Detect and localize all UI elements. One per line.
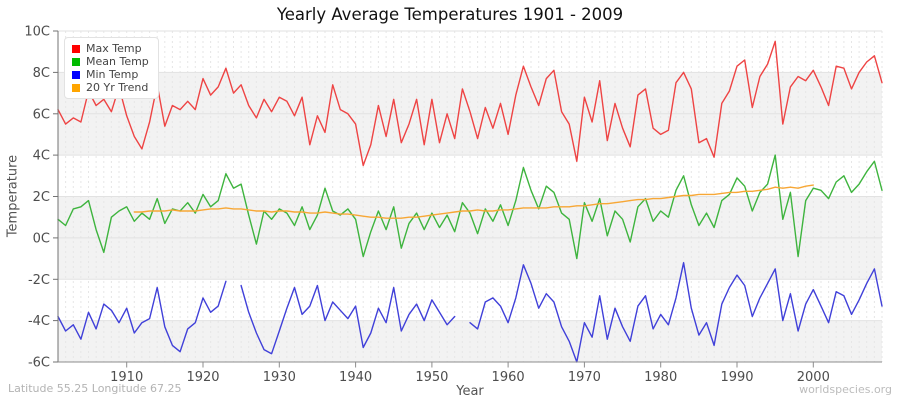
legend-item-mean-temp: Mean Temp	[72, 55, 149, 68]
legend-label-mean-temp: Mean Temp	[86, 55, 149, 68]
coordinates-caption: Latitude 55.25 Longitude 67.25	[8, 382, 182, 395]
series-line-mean-temp	[57, 154, 883, 260]
y-tick-label: -4C	[28, 314, 50, 329]
legend-label-20-yr-trend: 20 Yr Trend	[86, 81, 149, 94]
y-tick-label: 4C	[33, 149, 50, 164]
series-line-min-temp	[57, 262, 883, 363]
x-tick-label: 1960	[492, 370, 525, 385]
legend-label-max-temp: Max Temp	[86, 42, 142, 55]
x-tick-label: 1920	[186, 370, 219, 385]
x-tick-label: 1950	[415, 370, 448, 385]
x-tick-label: 1990	[720, 370, 753, 385]
x-tick-label: 1930	[263, 370, 296, 385]
legend-item-min-temp: Min Temp	[72, 68, 149, 81]
legend-swatch-max-temp	[72, 44, 80, 53]
legend-item-max-temp: Max Temp	[72, 42, 149, 55]
x-tick-label: 2000	[797, 370, 830, 385]
y-axis-label: Temperature	[5, 154, 21, 238]
legend: Max Temp Mean Temp Min Temp 20 Yr Trend	[64, 37, 159, 99]
y-tick-label: 0C	[33, 231, 50, 246]
y-tick-label: -6C	[28, 356, 50, 371]
legend-swatch-20-yr-trend	[72, 83, 80, 92]
x-tick-label: 1910	[110, 370, 143, 385]
x-tick-label: 1970	[568, 370, 601, 385]
x-tick-label: 1980	[644, 370, 677, 385]
x-axis-label: Year	[456, 384, 484, 399]
legend-swatch-mean-temp	[72, 57, 80, 66]
legend-label-min-temp: Min Temp	[86, 68, 139, 81]
chart-title: Yearly Average Temperatures 1901 - 2009	[276, 5, 624, 24]
y-tick-label: 10C	[24, 25, 50, 40]
y-tick-label: 6C	[33, 107, 50, 122]
legend-item-20-yr-trend: 20 Yr Trend	[72, 81, 149, 94]
x-tick-label: 1940	[339, 370, 372, 385]
source-watermark: worldspecies.org	[799, 383, 892, 396]
legend-swatch-min-temp	[72, 70, 80, 79]
y-tick-label: 2C	[33, 190, 50, 205]
y-tick-label: 8C	[33, 66, 50, 81]
series-line-20-yr-trend	[133, 184, 814, 219]
y-tick-label: -2C	[28, 273, 50, 288]
series-line-max-temp	[57, 40, 883, 167]
